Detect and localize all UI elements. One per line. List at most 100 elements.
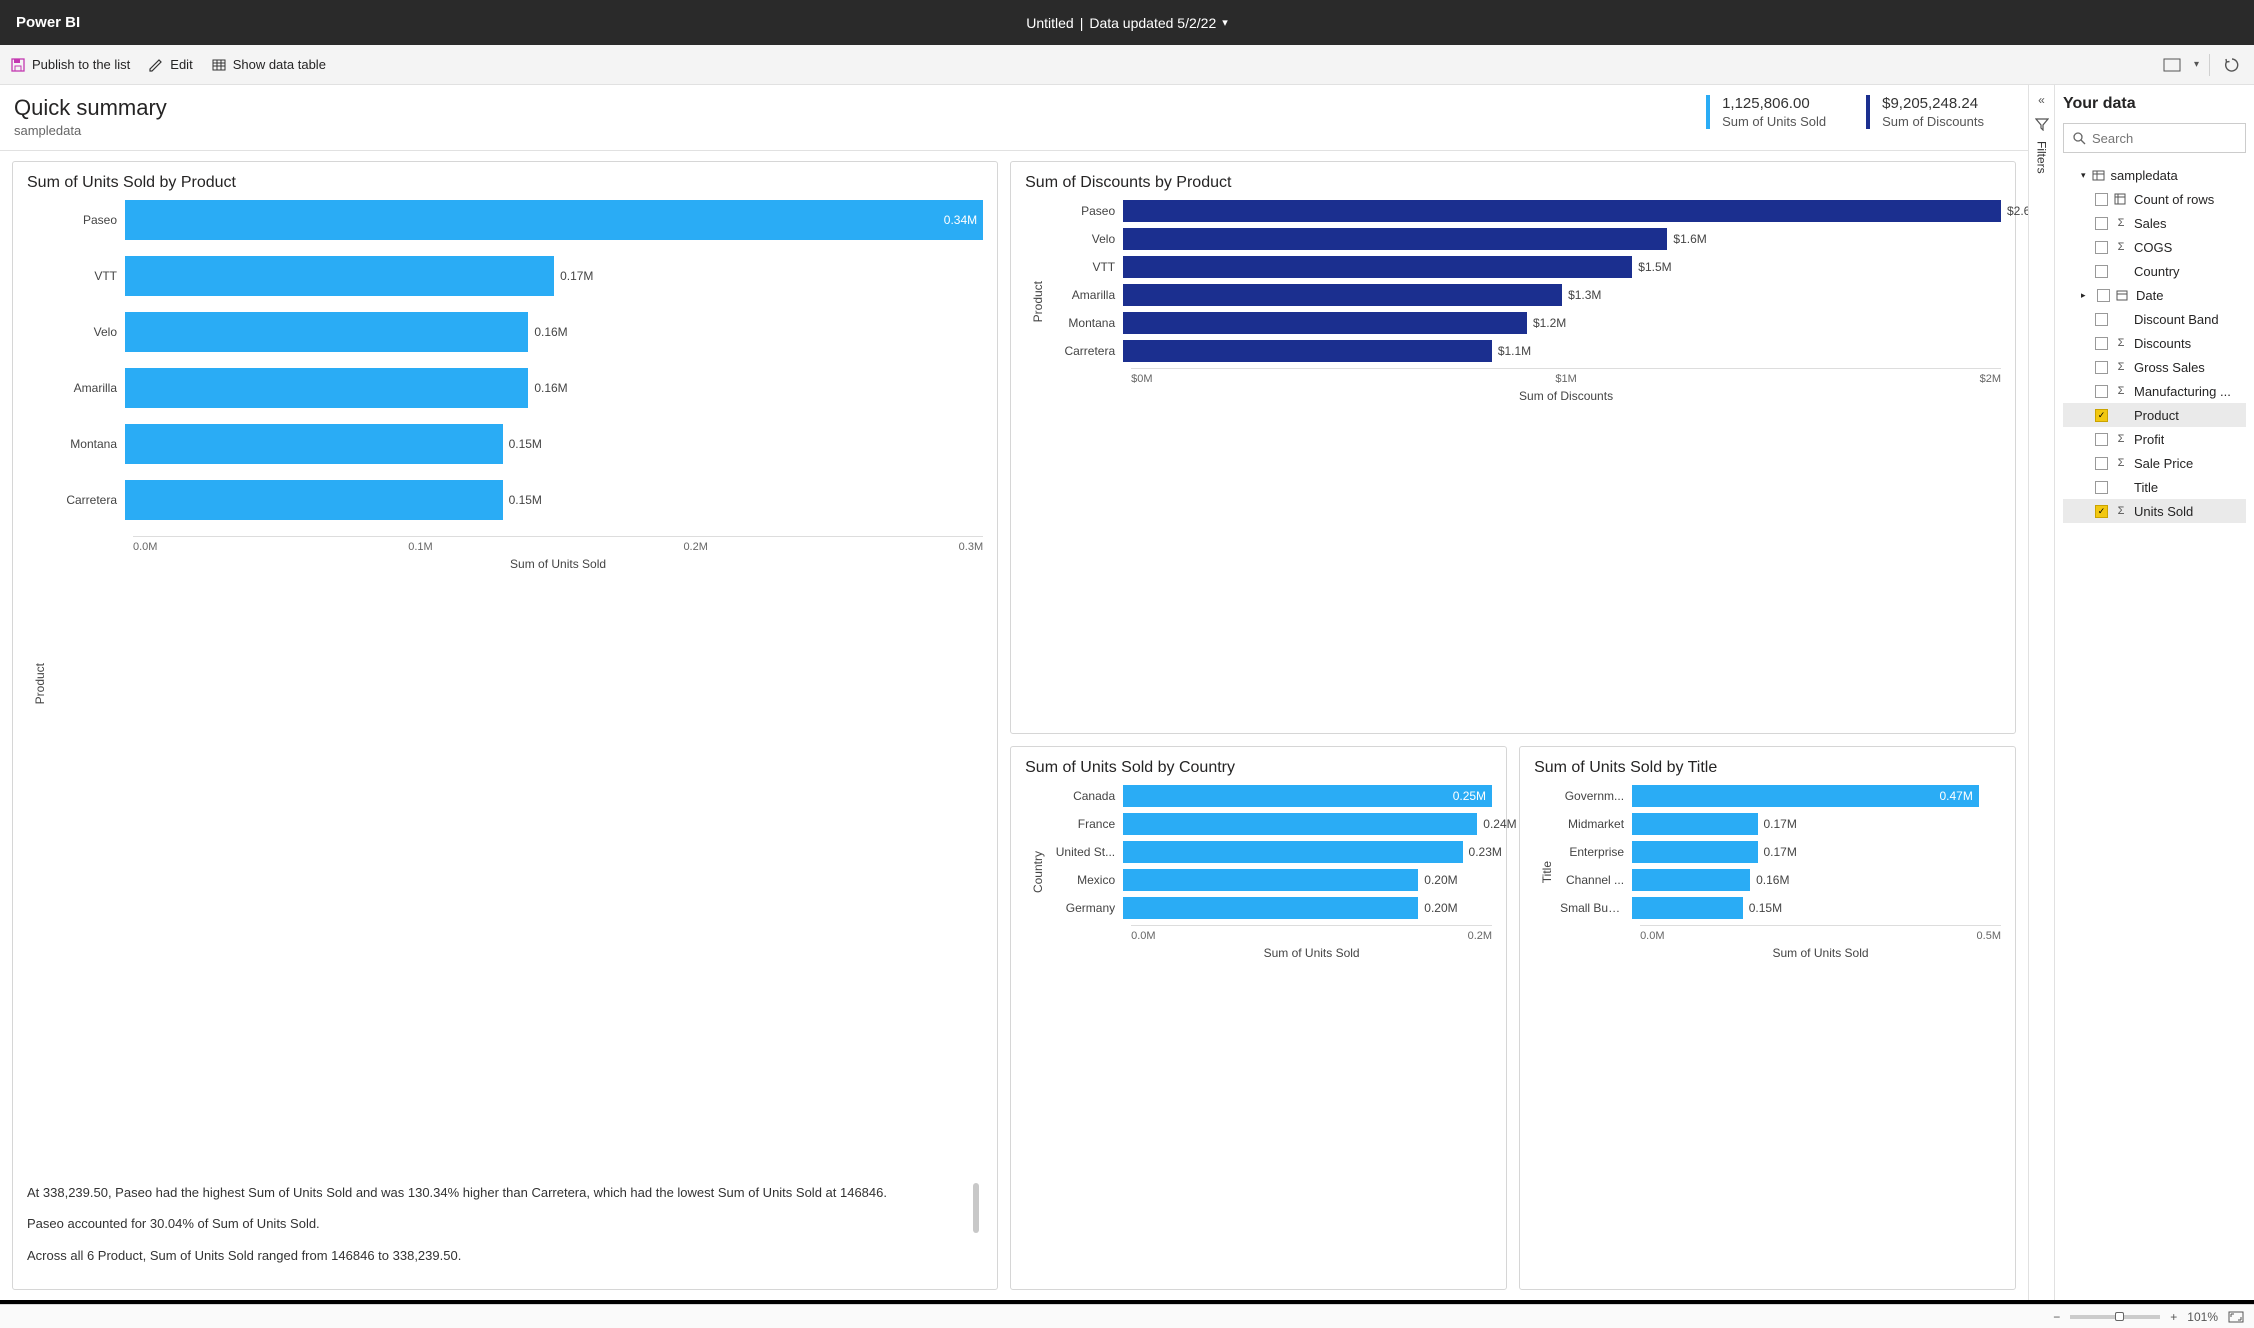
x-axis-label: Sum of Units Sold: [1640, 946, 2001, 960]
bar[interactable]: [125, 424, 503, 464]
field-item[interactable]: ▸Date: [2063, 283, 2246, 307]
fit-page-button[interactable]: [2228, 1311, 2244, 1323]
checkbox[interactable]: [2095, 193, 2108, 206]
field-item[interactable]: Count of rows: [2063, 187, 2246, 211]
bar[interactable]: [1632, 897, 1743, 919]
field-item[interactable]: ΣSale Price: [2063, 451, 2246, 475]
sigma-icon: Σ: [2114, 505, 2128, 517]
bar-row[interactable]: Small Bus...0.15M: [1560, 897, 2001, 919]
checkbox[interactable]: [2095, 457, 2108, 470]
bar-row[interactable]: Velo0.16M: [53, 312, 983, 352]
bar[interactable]: [1123, 228, 1667, 250]
insight-text: Across all 6 Product, Sum of Units Sold …: [27, 1246, 963, 1266]
field-item[interactable]: ΣProfit: [2063, 427, 2246, 451]
bar[interactable]: [1123, 340, 1492, 362]
bar[interactable]: 0.25M: [1123, 785, 1492, 807]
chart-units-by-title[interactable]: Sum of Units Sold by Title TitleGovernm.…: [1519, 746, 2016, 1291]
document-title[interactable]: Untitled | Data updated 5/2/22 ▾: [1026, 15, 1228, 31]
checkbox[interactable]: [2095, 313, 2108, 326]
bar[interactable]: 0.34M: [125, 200, 983, 240]
bar[interactable]: [125, 312, 528, 352]
checkbox[interactable]: [2095, 217, 2108, 230]
bar[interactable]: [1123, 813, 1477, 835]
edit-button[interactable]: Edit: [148, 57, 192, 73]
checkbox[interactable]: [2097, 289, 2110, 302]
x-axis-label: Sum of Discounts: [1131, 389, 2001, 403]
bar-row[interactable]: Paseo$2.6M: [1051, 200, 2001, 222]
field-item[interactable]: ΣDiscounts: [2063, 331, 2246, 355]
field-item[interactable]: Discount Band: [2063, 307, 2246, 331]
bar[interactable]: [125, 480, 503, 520]
bar-row[interactable]: Germany0.20M: [1051, 897, 1492, 919]
field-item[interactable]: ΣSales: [2063, 211, 2246, 235]
bar-row[interactable]: Midmarket0.17M: [1560, 813, 2001, 835]
chart-units-by-country[interactable]: Sum of Units Sold by Country CountryCana…: [1010, 746, 1507, 1291]
checkbox[interactable]: ✓: [2095, 409, 2108, 422]
zoom-in-button[interactable]: +: [2170, 1310, 2177, 1324]
show-data-table-button[interactable]: Show data table: [211, 57, 326, 73]
field-item[interactable]: Country: [2063, 259, 2246, 283]
scrollbar-thumb[interactable]: [973, 1183, 979, 1233]
bar[interactable]: [1123, 312, 1527, 334]
bar-row[interactable]: Montana$1.2M: [1051, 312, 2001, 334]
chart-units-by-product[interactable]: Sum of Units Sold by Product ProductPase…: [12, 161, 998, 1290]
bar-row[interactable]: Amarilla$1.3M: [1051, 284, 2001, 306]
bar[interactable]: [1632, 813, 1757, 835]
field-label: Manufacturing ...: [2134, 384, 2231, 399]
bar-row[interactable]: France0.24M: [1051, 813, 1492, 835]
checkbox[interactable]: [2095, 265, 2108, 278]
checkbox[interactable]: [2095, 433, 2108, 446]
bar[interactable]: [1123, 869, 1418, 891]
bar-row[interactable]: Canada0.25M: [1051, 785, 1492, 807]
view-mode-button[interactable]: [2160, 53, 2184, 77]
toolbar: Publish to the list Edit Show data table…: [0, 45, 2254, 85]
search-input[interactable]: [2092, 131, 2254, 146]
bar-row[interactable]: VTT$1.5M: [1051, 256, 2001, 278]
bar[interactable]: [1632, 869, 1750, 891]
field-item[interactable]: ΣCOGS: [2063, 235, 2246, 259]
bar-row[interactable]: Governm...0.47M: [1560, 785, 2001, 807]
checkbox[interactable]: [2095, 385, 2108, 398]
checkbox[interactable]: [2095, 241, 2108, 254]
value-label: $1.2M: [1533, 316, 1566, 330]
bar-row[interactable]: VTT0.17M: [53, 256, 983, 296]
chart-discounts-by-product[interactable]: Sum of Discounts by Product ProductPaseo…: [1010, 161, 2016, 734]
bar[interactable]: [1123, 841, 1462, 863]
zoom-slider[interactable]: [2070, 1315, 2160, 1319]
field-item[interactable]: Title: [2063, 475, 2246, 499]
publish-button[interactable]: Publish to the list: [10, 57, 130, 73]
field-item[interactable]: ✓ΣUnits Sold: [2063, 499, 2246, 523]
zoom-out-button[interactable]: −: [2053, 1310, 2060, 1324]
checkbox[interactable]: ✓: [2095, 505, 2108, 518]
bar-row[interactable]: Carretera$1.1M: [1051, 340, 2001, 362]
bar[interactable]: [1632, 841, 1757, 863]
bar[interactable]: [125, 256, 554, 296]
bar-row[interactable]: Paseo0.34M: [53, 200, 983, 240]
search-input-wrapper[interactable]: [2063, 123, 2246, 153]
bar-row[interactable]: Carretera0.15M: [53, 480, 983, 520]
bar-row[interactable]: Amarilla0.16M: [53, 368, 983, 408]
refresh-button[interactable]: [2220, 53, 2244, 77]
field-item[interactable]: ΣGross Sales: [2063, 355, 2246, 379]
bar-row[interactable]: Montana0.15M: [53, 424, 983, 464]
checkbox[interactable]: [2095, 361, 2108, 374]
filter-icon[interactable]: [2035, 117, 2049, 131]
bar[interactable]: 0.47M: [1632, 785, 1979, 807]
checkbox[interactable]: [2095, 337, 2108, 350]
bar-row[interactable]: Channel ...0.16M: [1560, 869, 2001, 891]
chevron-down-icon: ▾: [1222, 16, 1228, 29]
bar[interactable]: [1123, 897, 1418, 919]
bar[interactable]: [1123, 284, 1562, 306]
checkbox[interactable]: [2095, 481, 2108, 494]
bar[interactable]: [1123, 200, 2001, 222]
field-item[interactable]: ✓Product: [2063, 403, 2246, 427]
bar-row[interactable]: Mexico0.20M: [1051, 869, 1492, 891]
bar-row[interactable]: Enterprise0.17M: [1560, 841, 2001, 863]
tree-root[interactable]: ▾sampledata: [2063, 163, 2246, 187]
bar-row[interactable]: Velo$1.6M: [1051, 228, 2001, 250]
bar[interactable]: [1123, 256, 1632, 278]
expand-filters-button[interactable]: «: [2038, 93, 2045, 107]
field-item[interactable]: ΣManufacturing ...: [2063, 379, 2246, 403]
bar-row[interactable]: United St...0.23M: [1051, 841, 1492, 863]
bar[interactable]: [125, 368, 528, 408]
